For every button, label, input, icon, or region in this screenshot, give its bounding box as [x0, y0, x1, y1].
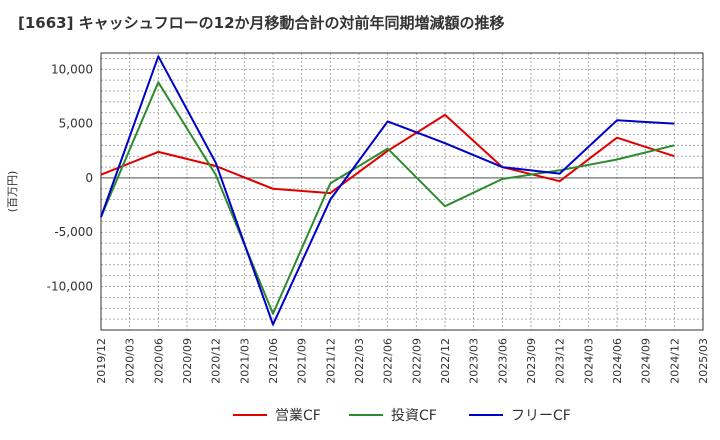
legend: 営業CF 投資CF フリーCF	[233, 408, 571, 424]
x-tick-label: 2020/03	[124, 338, 137, 384]
x-tick-label: 2024/12	[668, 338, 681, 384]
x-tick-label: 2022/06	[382, 338, 395, 384]
x-tick-label: 2021/06	[267, 338, 280, 384]
plot-frame	[100, 52, 704, 331]
legend-label: フリーCF	[511, 408, 571, 424]
y-tick-label: -5,000	[54, 225, 93, 239]
x-tick-label: 2024/09	[640, 338, 653, 384]
x-tick-label: 2023/12	[554, 338, 567, 384]
legend-label: 投資CF	[391, 408, 437, 424]
legend-label: 営業CF	[275, 408, 321, 424]
x-tick-label: 2025/03	[697, 338, 710, 384]
x-tick-label: 2022/12	[439, 338, 452, 384]
x-tick-label: 2020/06	[152, 338, 165, 384]
x-tick-label: 2024/06	[611, 338, 624, 384]
y-tick-label: 10,000	[51, 62, 93, 76]
y-tick-label: 0	[85, 171, 93, 185]
plot-area	[101, 53, 703, 330]
x-tick-label: 2023/09	[525, 338, 538, 384]
x-tick-label: 2020/12	[210, 338, 223, 384]
x-tick-label: 2023/06	[496, 338, 509, 384]
series-line-3	[100, 55, 675, 326]
x-tick-label: 2022/09	[410, 338, 423, 384]
x-tick-label: 2019/12	[95, 338, 108, 384]
y-axis-label: (百万円)	[6, 171, 19, 213]
x-tick-label: 2021/03	[238, 338, 251, 384]
grid	[100, 53, 704, 331]
x-tick-label: 2024/03	[582, 338, 595, 384]
x-tick-label: 2023/03	[468, 338, 481, 384]
chart-title: [1663] キャッシュフローの12か月移動合計の対前年同期増減額の推移	[18, 14, 505, 32]
x-tick-label: 2022/03	[353, 338, 366, 384]
x-tick-label: 2020/09	[181, 338, 194, 384]
y-tick-label: 5,000	[59, 117, 93, 131]
y-tick-label: -10,000	[47, 280, 93, 294]
x-tick-label: 2021/12	[324, 338, 337, 384]
series-line-2	[100, 81, 675, 315]
x-tick-label: 2021/09	[296, 338, 309, 384]
